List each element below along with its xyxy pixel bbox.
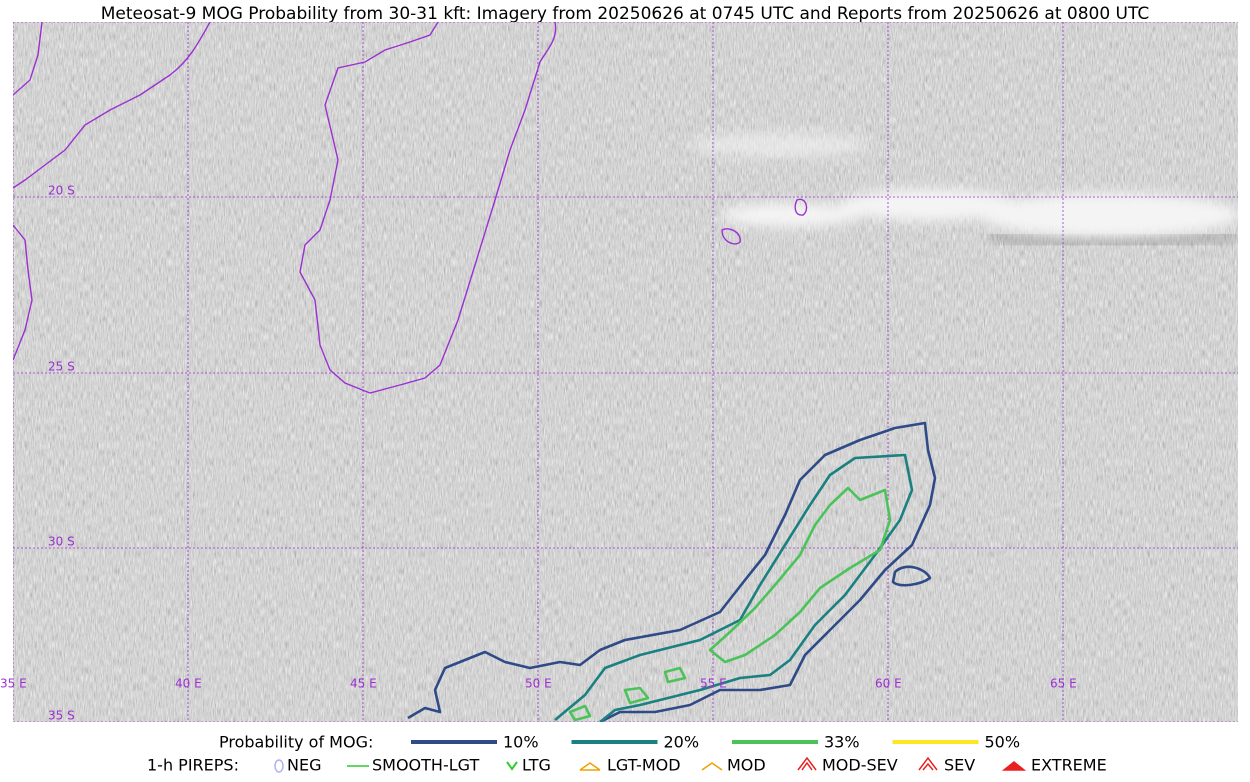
legend-label: 50%: [985, 733, 1021, 752]
legend-label: 20%: [664, 733, 700, 752]
lon-label: 45 E: [350, 677, 377, 691]
lon-label: 60 E: [875, 677, 902, 691]
lon-label: 55 E: [700, 677, 727, 691]
legend-title: 1-h PIREPS:: [147, 756, 239, 775]
lon-label: 35 E: [0, 677, 27, 691]
lon-label: 40 E: [175, 677, 202, 691]
legend-label: 10%: [503, 733, 539, 752]
title: Meteosat-9 MOG Probability from 30-31 kf…: [101, 4, 1150, 24]
pirep-label: SMOOTH-LGT: [372, 756, 479, 775]
imagery-texture: [13, 22, 1238, 722]
pirep-label: LTG: [522, 756, 551, 775]
map: [13, 22, 1238, 722]
graticule: [13, 22, 1238, 722]
legend-label: 33%: [824, 733, 860, 752]
legend-title: Probability of MOG:: [219, 733, 373, 752]
pirep-label: LGT-MOD: [607, 756, 681, 775]
coastlines: [13, 22, 808, 394]
lat-label: 20 S: [48, 184, 75, 198]
legend: Probability of MOG: 10% 20% 33% 50% 1-h PIREP…: [147, 733, 1107, 775]
lat-label: 35 S: [48, 709, 75, 723]
lon-label: 65 E: [1050, 677, 1077, 691]
mog-contours: [407, 421, 937, 722]
pirep-label: NEG: [287, 756, 321, 775]
pirep-label: SEV: [944, 756, 975, 775]
pirep-label: MOD: [727, 756, 766, 775]
pirep-icons: [274, 756, 1027, 773]
pirep-label: EXTREME: [1031, 756, 1107, 775]
lat-label: 30 S: [48, 535, 75, 549]
lat-label: 25 S: [48, 360, 75, 374]
lon-label: 50 E: [525, 677, 552, 691]
pirep-label: MOD-SEV: [822, 756, 898, 775]
